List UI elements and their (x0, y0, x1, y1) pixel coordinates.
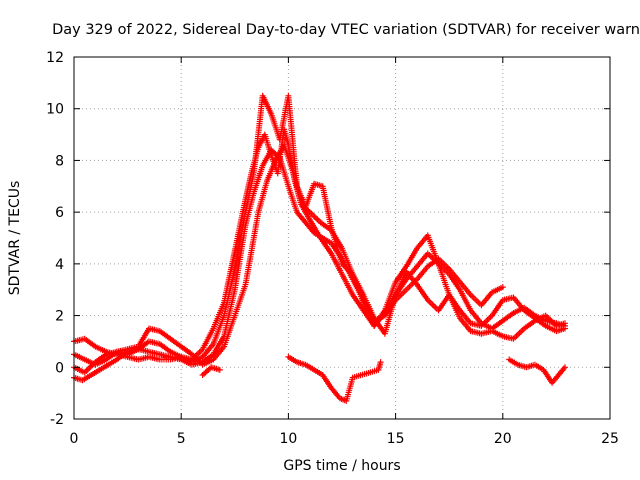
axis-ticks: 0 5 10 15 20 25 -2 0 2 4 6 8 10 12 (46, 50, 619, 447)
plot-frame (73, 56, 611, 420)
x-tick-label: 15 (387, 431, 405, 447)
y-tick-label: 6 (55, 205, 64, 221)
series-markers (71, 126, 568, 363)
x-tick-label: 5 (177, 431, 186, 447)
data-points (71, 92, 568, 404)
series-trace-e (199, 353, 568, 404)
y-tick-label: 0 (55, 360, 64, 376)
y-tick-label: -2 (50, 412, 64, 428)
y-axis-label: SDTVAR / TECUs (7, 181, 23, 296)
x-axis-label: GPS time / hours (283, 458, 400, 474)
chart-title: Day 329 of 2022, Sidereal Day-to-day VTE… (52, 22, 640, 38)
x-tick-label: 10 (279, 431, 297, 447)
x-tick-label: 25 (601, 431, 619, 447)
y-tick-label: 10 (46, 102, 64, 118)
y-tick-label: 12 (46, 50, 64, 66)
x-tick-label: 20 (494, 431, 512, 447)
y-tick-label: 2 (55, 309, 64, 325)
series-trace-c (71, 141, 568, 376)
y-tick-label: 8 (55, 153, 64, 169)
x-tick-label: 0 (70, 431, 79, 447)
series-trace-a (71, 126, 568, 363)
y-tick-label: 4 (55, 257, 64, 273)
series-markers (71, 141, 568, 376)
series-markers (199, 353, 568, 404)
